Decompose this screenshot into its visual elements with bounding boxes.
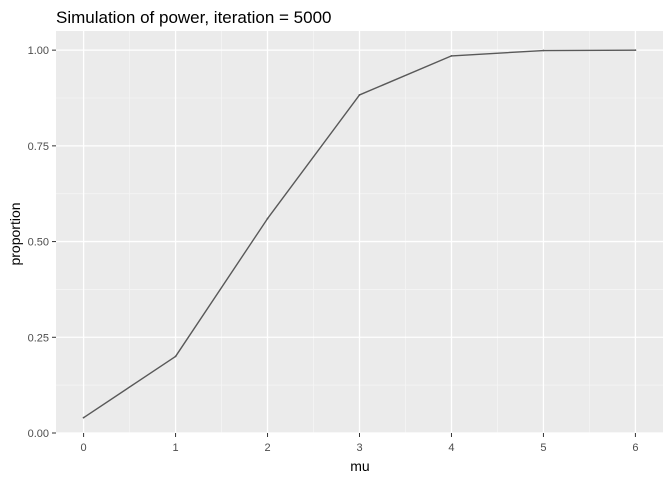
data-point xyxy=(542,49,545,52)
series-layer xyxy=(82,49,637,419)
data-point xyxy=(450,54,453,57)
major-gridlines xyxy=(56,31,663,434)
y-tick-label: 0.25 xyxy=(28,332,49,344)
y-axis: 0.00 0.25 0.50 0.75 1.00 xyxy=(28,45,56,440)
data-point xyxy=(634,49,637,52)
x-tick-label: 5 xyxy=(540,442,546,454)
y-tick-label: 1.00 xyxy=(28,45,49,57)
x-tick-label: 1 xyxy=(172,442,178,454)
x-tick-label: 0 xyxy=(81,442,87,454)
data-point xyxy=(266,217,269,220)
chart-title: Simulation of power, iteration = 5000 xyxy=(56,8,331,27)
x-tick-label: 2 xyxy=(264,442,270,454)
x-axis: 0 1 2 3 4 5 6 xyxy=(81,433,638,454)
y-axis-title: proportion xyxy=(7,202,23,265)
y-tick-label: 0.00 xyxy=(28,428,49,440)
x-tick-label: 3 xyxy=(356,442,362,454)
data-point xyxy=(174,355,177,358)
y-tick-label: 0.75 xyxy=(28,141,49,153)
x-tick-label: 6 xyxy=(632,442,638,454)
y-tick-label: 0.50 xyxy=(28,237,49,249)
x-tick-label: 4 xyxy=(448,442,454,454)
data-point xyxy=(82,416,85,419)
data-point xyxy=(358,94,361,96)
x-axis-title: mu xyxy=(350,458,369,474)
